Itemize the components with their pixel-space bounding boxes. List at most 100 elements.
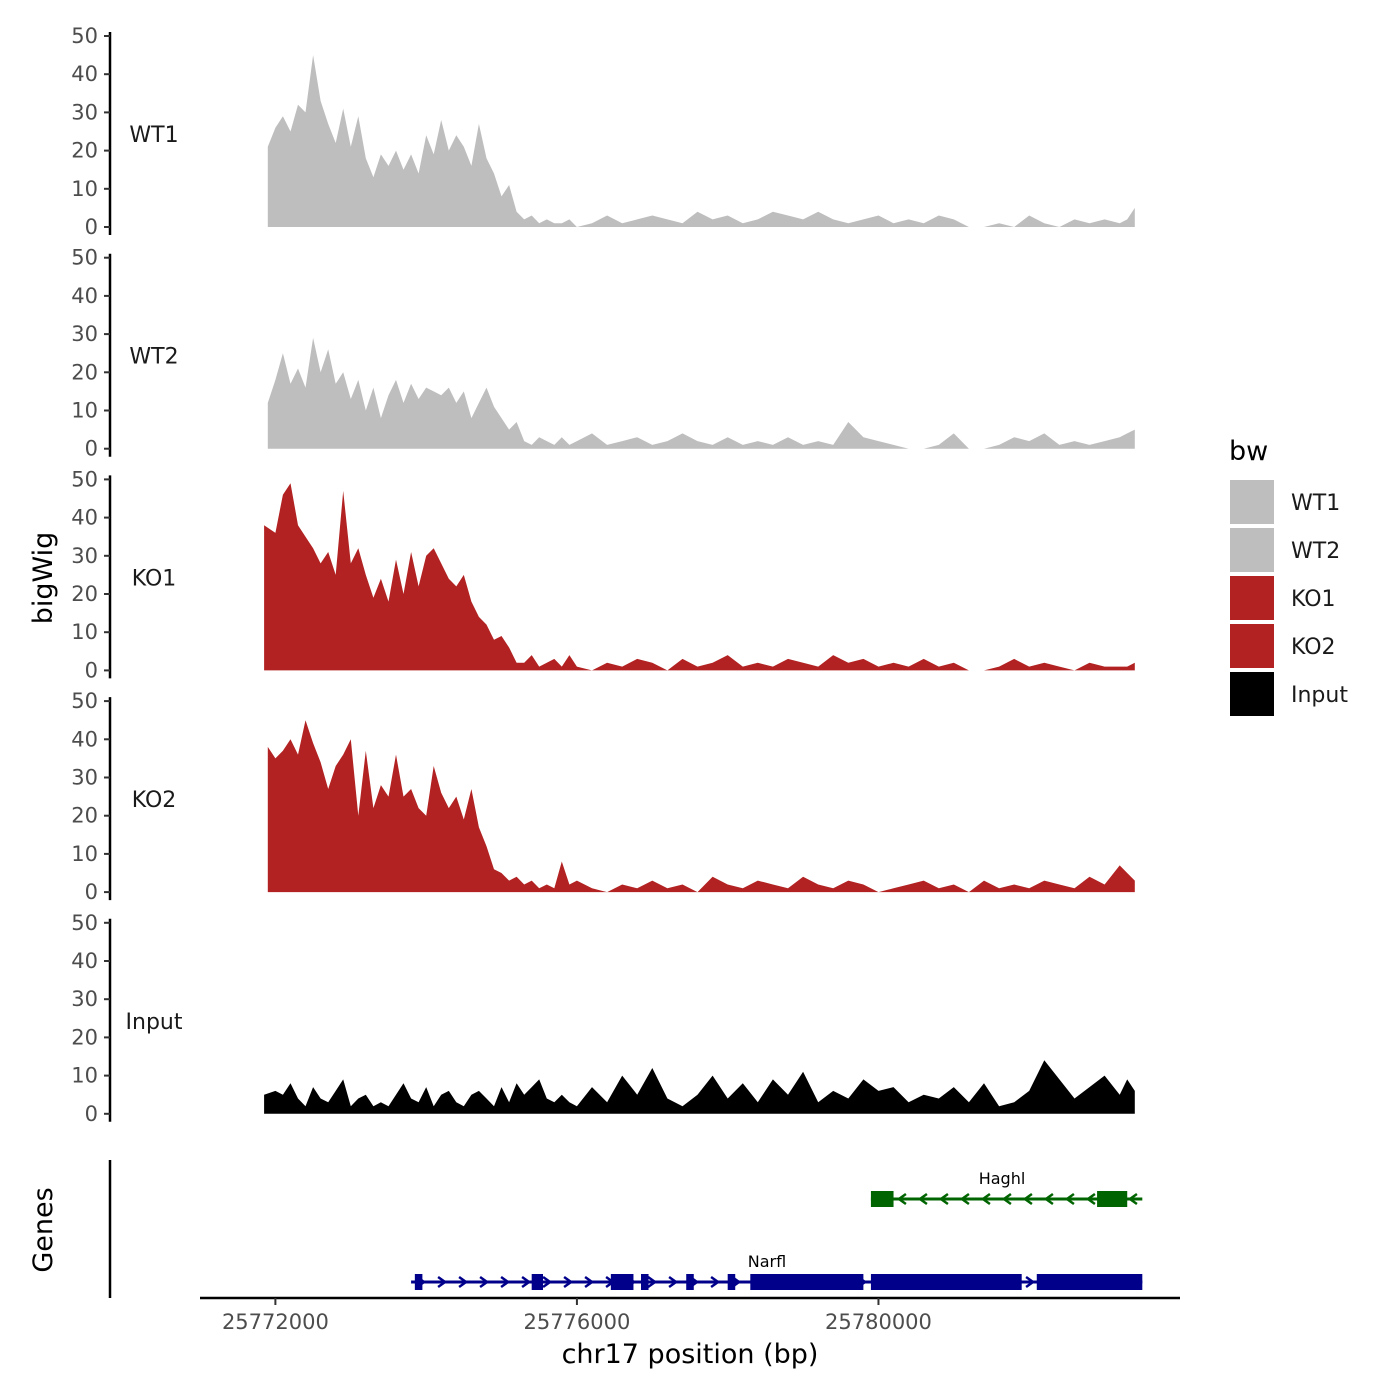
strand-arrow [1043, 1192, 1054, 1206]
y-tick-label: 30 [71, 322, 98, 346]
gene-label: Narfl [748, 1252, 786, 1271]
strand-arrow [896, 1192, 907, 1206]
legend-title: bw [1229, 436, 1268, 467]
strand-arrow [1025, 1275, 1036, 1289]
y-tick-label: 20 [71, 582, 98, 606]
y-tick-label: 20 [71, 1025, 98, 1049]
gene-haghl: Haghl [870, 1169, 1143, 1207]
y-tick-label: 40 [71, 949, 98, 973]
panel-wt1: 0 10 20 30 40 50 WT1 [71, 24, 1135, 239]
panel-input: 0 10 20 30 40 50 Input [71, 911, 1135, 1126]
y-tick-label: 0 [85, 880, 98, 904]
panel-wt2: 0 10 20 30 40 50 WT2 [71, 246, 1135, 461]
strand-arrow [1127, 1192, 1138, 1206]
legend-key-ko1 [1230, 576, 1274, 620]
area-wt1 [267, 55, 1135, 227]
y-tick-label: 50 [71, 689, 98, 713]
exon-block [1097, 1191, 1128, 1207]
exon-block [641, 1274, 649, 1290]
x-tick-label: 25772000 [222, 1310, 329, 1334]
strand-arrow [521, 1275, 532, 1289]
y-tick-label: 20 [71, 360, 98, 384]
genes-axis-title: Genes [28, 1187, 59, 1272]
y-tick-label: 10 [71, 1064, 98, 1088]
gene-narfl: Narfl [411, 1252, 1143, 1290]
y-tick-label: 10 [71, 620, 98, 644]
y-tick-label: 10 [71, 842, 98, 866]
track-label-wt2: WT2 [129, 345, 178, 370]
y-tick-label: 0 [85, 658, 98, 682]
strand-arrow [563, 1275, 574, 1289]
y-tick-label: 50 [71, 246, 98, 270]
legend: bw WT1 WT2 KO1 KO2 Input [1229, 436, 1348, 716]
legend-key-input [1230, 672, 1274, 716]
strand-arrow [500, 1275, 511, 1289]
strand-arrow [542, 1275, 553, 1289]
strand-arrow [959, 1192, 970, 1206]
gene-track: Haghl Narfl [108, 1160, 1143, 1298]
legend-label-ko2: KO2 [1291, 635, 1336, 660]
exon-block [870, 1274, 1022, 1290]
exon-block [414, 1274, 423, 1290]
y-tick-label: 30 [71, 766, 98, 790]
y-tick-label: 10 [71, 177, 98, 201]
strand-arrow [668, 1275, 679, 1289]
y-tick-label: 40 [71, 506, 98, 530]
area-wt2 [267, 337, 1135, 449]
exon-block [686, 1274, 694, 1290]
y-tick-label: 20 [71, 804, 98, 828]
track-label-ko2: KO2 [132, 788, 177, 813]
x-axis-title: chr17 position (bp) [562, 1339, 819, 1370]
y-tick-label: 30 [71, 100, 98, 124]
strand-arrow [938, 1192, 949, 1206]
legend-key-ko2 [1230, 624, 1274, 668]
strand-arrow [710, 1275, 721, 1289]
legend-key-wt2 [1230, 528, 1274, 572]
exon-block [1036, 1274, 1143, 1290]
strand-arrow [584, 1275, 595, 1289]
panel-ko1: 0 10 20 30 40 50 KO1 [71, 467, 1135, 682]
exon-block [750, 1274, 864, 1290]
exon-block [610, 1274, 634, 1290]
strand-arrow [1001, 1192, 1012, 1206]
track-label-wt1: WT1 [129, 123, 178, 148]
panel-ko2: 0 10 20 30 40 50 KO2 [71, 689, 1135, 904]
y-tick-label: 30 [71, 544, 98, 568]
strand-arrow [1085, 1192, 1096, 1206]
legend-label-wt2: WT2 [1291, 539, 1340, 564]
area-ko2 [267, 720, 1135, 893]
x-axis: 25772000 25776000 25780000 [200, 1296, 1180, 1334]
gene-label: Haghl [979, 1169, 1026, 1188]
y-tick-label: 30 [71, 987, 98, 1011]
y-tick-label: 0 [85, 215, 98, 239]
strand-arrow [980, 1192, 991, 1206]
exon-block [870, 1191, 894, 1207]
strand-arrow [1022, 1192, 1033, 1206]
y-tick-label: 50 [71, 911, 98, 935]
area-ko1 [264, 483, 1135, 671]
track-label-ko1: KO1 [132, 566, 177, 591]
legend-label-input: Input [1291, 683, 1348, 708]
strand-arrow [1064, 1192, 1075, 1206]
y-tick-label: 40 [71, 284, 98, 308]
legend-key-wt1 [1230, 480, 1274, 524]
area-input [264, 1060, 1135, 1114]
exon-block [531, 1274, 543, 1290]
strand-arrow [458, 1275, 469, 1289]
strand-arrow [917, 1192, 928, 1206]
y-tick-label: 10 [71, 399, 98, 423]
track-panels: 0 10 20 30 40 50 WT1 0 10 20 30 40 50 WT2 0 10 20 30 40 50 K… [71, 24, 1135, 1126]
y-axis-title: bigWig [28, 532, 59, 625]
track-label-input: Input [126, 1010, 183, 1035]
x-tick-label: 25776000 [523, 1310, 630, 1334]
exon-block [727, 1274, 736, 1290]
y-tick-label: 50 [71, 467, 98, 491]
legend-label-wt1: WT1 [1291, 491, 1340, 516]
y-tick-label: 40 [71, 62, 98, 86]
strand-arrow [437, 1275, 448, 1289]
strand-arrow [647, 1275, 658, 1289]
y-tick-label: 40 [71, 727, 98, 751]
y-tick-label: 0 [85, 437, 98, 461]
strand-arrow [479, 1275, 490, 1289]
